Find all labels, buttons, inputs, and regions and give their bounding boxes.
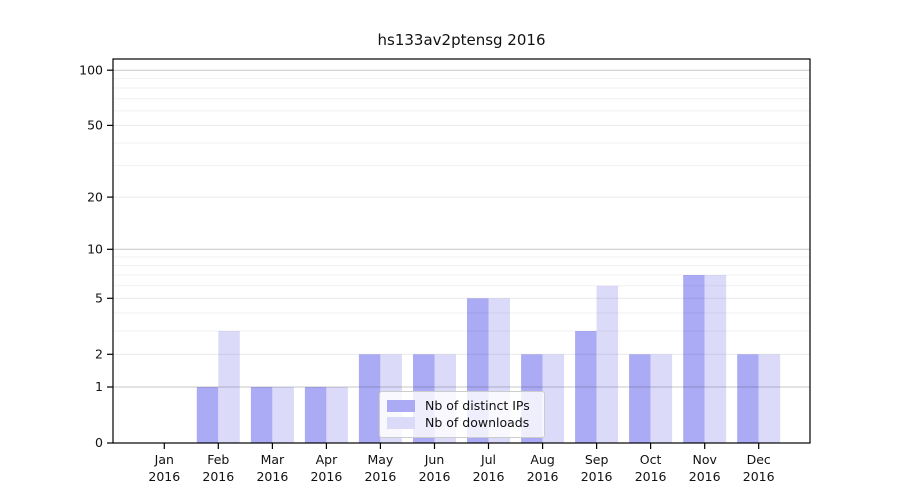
x-tick-label-month: Jan [154,452,174,467]
legend-item-distinct-ips: Nb of distinct IPs [387,397,544,413]
x-tick-label-year: 2016 [256,469,288,484]
bar-distinct-ips-mar [250,387,273,443]
x-tick-label-year: 2016 [310,469,342,484]
chart-title: hs133av2ptensg 2016 [377,31,546,49]
legend-label-distinct-ips: Nb of distinct IPs [425,397,530,413]
x-tick-label-month: Jun [424,452,445,467]
x-tick-label-year: 2016 [635,469,667,484]
x-tick-label-month: Aug [530,452,554,467]
bar-downloads-feb [218,331,240,443]
bar-downloads-dec [758,354,781,443]
x-tick-label-month: Oct [640,452,662,467]
x-tick-label-year: 2016 [419,469,451,484]
bar-distinct-ips-sep [575,331,597,443]
legend-item-downloads: Nb of downloads [387,415,544,430]
legend: Nb of distinct IPs Nb of downloads [379,391,545,438]
x-tick-label-year: 2016 [473,469,505,484]
legend-swatch-distinct-ips [387,399,415,412]
y-tick-label: 5 [95,291,103,306]
bar-distinct-ips-apr [304,387,327,443]
bar-distinct-ips-may [358,354,381,443]
y-tick-label: 20 [87,189,103,204]
x-tick-label-year: 2016 [364,469,396,484]
y-tick-label: 0 [95,435,103,450]
x-tick-label-year: 2016 [689,469,721,484]
y-tick-label: 100 [79,62,103,77]
x-tick-label-month: Feb [207,452,229,467]
bar-distinct-ips-dec [737,354,759,443]
x-tick-label-month: Apr [316,452,338,467]
bar-downloads-mar [272,387,294,443]
bar-downloads-nov [704,275,727,443]
y-tick-label: 50 [87,118,103,133]
legend-label-downloads: Nb of downloads [425,415,530,430]
bar-distinct-ips-feb [196,387,219,443]
x-tick-label-month: Nov [692,452,717,467]
y-tick-label: 10 [87,242,103,257]
legend-swatch-downloads [387,417,415,430]
x-tick-label-year: 2016 [202,469,234,484]
bar-distinct-ips-oct [629,354,651,443]
x-tick-label-year: 2016 [527,469,559,484]
x-tick-label-month: Jul [480,452,496,467]
x-tick-label-year: 2016 [743,469,775,484]
bar-downloads-apr [326,387,348,443]
y-tick-label: 2 [95,347,103,362]
plot-frame [112,58,811,444]
x-tick-label-year: 2016 [581,469,613,484]
bar-downloads-sep [596,285,619,443]
x-tick-label-month: Mar [261,452,285,467]
bar-distinct-ips-nov [683,275,705,443]
x-tick-label-month: Sep [585,452,609,467]
x-tick-label-month: May [367,452,393,467]
y-tick-label: 1 [95,379,103,394]
bar-downloads-aug [542,354,565,443]
x-tick-label-month: Dec [747,452,771,467]
bar-downloads-oct [650,354,673,443]
x-tick-label-year: 2016 [148,469,180,484]
